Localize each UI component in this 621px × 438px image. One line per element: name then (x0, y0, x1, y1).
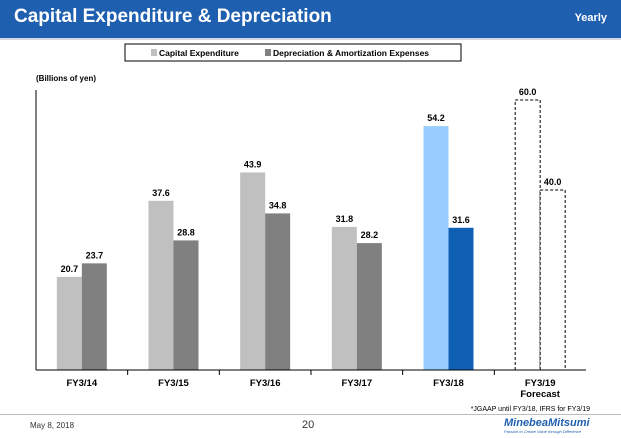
depreciation-value-label-fy3-15: 28.8 (177, 227, 195, 237)
x-tick-sublabel-fy3-19: Forecast (520, 389, 560, 400)
footer-date: May 8, 2018 (30, 421, 75, 430)
company-logo: MinebeaMitsumi Passion to Create Value t… (504, 418, 614, 436)
depreciation-bar-fy3-18 (448, 227, 474, 370)
depreciation-bar-fy3-19 (539, 189, 566, 371)
legend-swatch-capex (151, 49, 157, 56)
legend-label-capex: Capital Expenditure (159, 48, 239, 58)
bar-series-group: 20.7 23.7 37.6 28.8 43.9 34.8 31.8 28.2 54.2 31.6… (56, 87, 566, 371)
header-divider (0, 38, 621, 40)
legend-box (124, 43, 462, 62)
page-number: 20 (302, 419, 315, 431)
x-tick-label-fy3-14: FY3/14 (67, 378, 98, 389)
capex-value-label-fy3-17: 31.8 (336, 214, 354, 224)
capex-value-label-fy3-14: 20.7 (61, 264, 79, 274)
depreciation-value-label-fy3-16: 34.8 (269, 200, 287, 210)
capex-bar-fy3-14 (56, 276, 82, 370)
x-tick-label-fy3-17: FY3/17 (342, 378, 373, 389)
capex-bar-fy3-19 (514, 99, 541, 371)
page-title: Capital Expenditure & Depreciation (14, 6, 332, 27)
capex-value-label-fy3-16: 43.9 (244, 159, 262, 169)
depreciation-bar-fy3-15 (173, 240, 199, 370)
depreciation-bar-fy3-16 (265, 213, 291, 370)
legend-swatch-depreciation (265, 49, 271, 56)
depreciation-value-label-fy3-14: 23.7 (86, 250, 104, 260)
depreciation-bar-fy3-14 (81, 263, 107, 370)
capex-bar-fy3-15 (148, 200, 174, 370)
x-tick-label-fy3-15: FY3/15 (158, 378, 189, 389)
header-bar: Capital Expenditure & Depreciation Yearl… (0, 0, 621, 38)
depreciation-bar-fy3-17 (356, 243, 382, 370)
capex-value-label-fy3-15: 37.6 (152, 188, 170, 198)
footer-divider (0, 414, 621, 415)
period-label: Yearly (574, 12, 607, 24)
chart-legend: Capital Expenditure Depreciation & Amort… (124, 43, 462, 62)
capex-bar-fy3-16 (240, 172, 266, 370)
x-tick-label-fy3-19: FY3/19 (525, 378, 556, 389)
legend-label-depreciation: Depreciation & Amortization Expenses (273, 48, 429, 58)
capex-bar-fy3-18 (423, 126, 449, 370)
logo-brand: MinebeaMitsumi (504, 417, 590, 429)
x-axis: FY3/14 FY3/15 FY3/16 FY3/17 FY3/18 FY3/19Fore… (35, 90, 586, 400)
accounting-note: *JGAAP until FY3/18, IFRS for FY3/19 (471, 406, 590, 413)
capex-bar-fy3-17 (331, 226, 357, 370)
x-tick-label-fy3-18: FY3/18 (433, 378, 464, 389)
depreciation-value-label-fy3-18: 31.6 (452, 215, 470, 225)
depreciation-value-label-fy3-17: 28.2 (361, 230, 379, 240)
depreciation-value-label-fy3-19: 40.0 (544, 177, 562, 187)
logo-tagline: Passion to Create Value through Differen… (504, 429, 582, 434)
y-axis-label: (Billions of yen) (36, 74, 96, 83)
x-tick-label-fy3-16: FY3/16 (250, 378, 281, 389)
capex-value-label-fy3-19: 60.0 (519, 87, 537, 97)
capex-value-label-fy3-18: 54.2 (427, 113, 445, 123)
